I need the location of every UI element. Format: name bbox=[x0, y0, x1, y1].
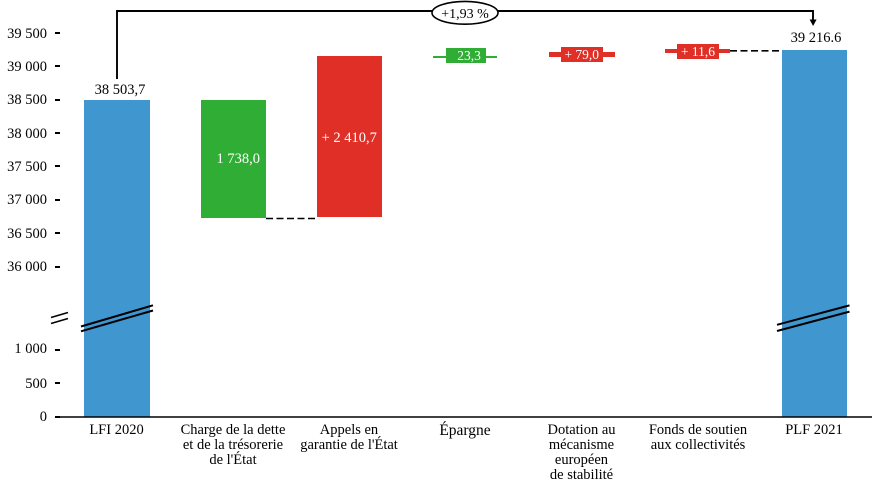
svg-text:+1,93 %: +1,93 % bbox=[441, 7, 489, 22]
